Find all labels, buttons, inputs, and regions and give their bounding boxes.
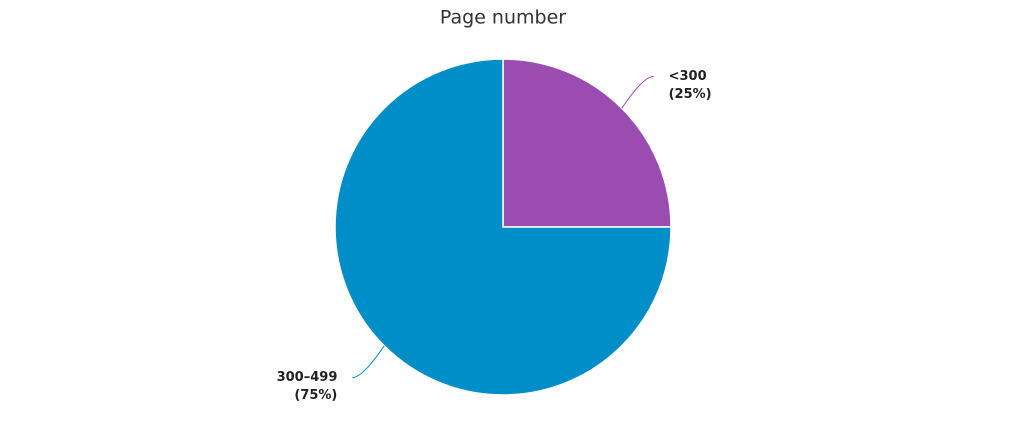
slice-label: <300 (669, 69, 707, 84)
leader-line (621, 75, 654, 109)
slice-value-label: (75%) (294, 388, 337, 403)
slice-label: 300–499 (277, 370, 338, 385)
leader-line (352, 345, 385, 379)
slice-value-label: (25%) (669, 87, 712, 102)
pie-slice (502, 58, 672, 228)
chart-title: Page number (440, 7, 566, 29)
